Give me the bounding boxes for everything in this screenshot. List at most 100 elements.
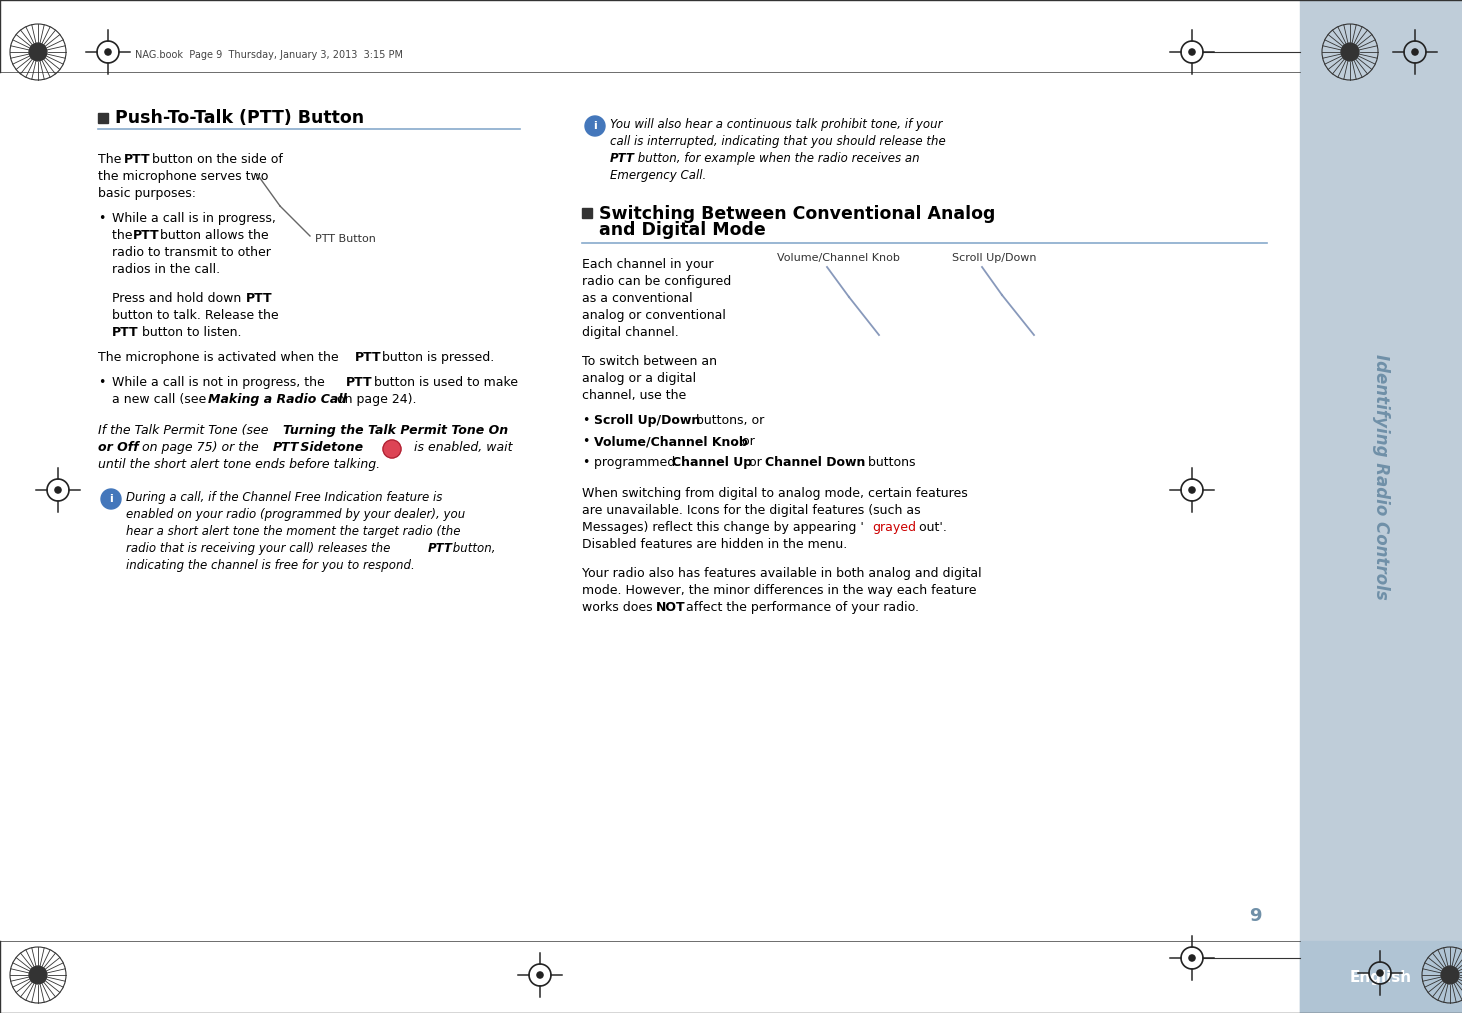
Text: Press and hold down: Press and hold down — [113, 292, 246, 305]
Text: PTT: PTT — [113, 326, 139, 339]
Text: radio to transmit to other: radio to transmit to other — [113, 246, 270, 259]
Text: •: • — [98, 376, 105, 389]
Text: works does: works does — [582, 601, 656, 614]
Text: indicating the channel is free for you to respond.: indicating the channel is free for you t… — [126, 559, 415, 572]
Text: PTT: PTT — [355, 350, 382, 364]
Bar — [98, 113, 108, 123]
Text: Volume/Channel Knob: Volume/Channel Knob — [594, 435, 747, 448]
Circle shape — [29, 43, 47, 61]
Text: button on the side of: button on the side of — [148, 153, 282, 166]
Text: analog or a digital: analog or a digital — [582, 372, 696, 385]
Text: While a call is not in progress, the: While a call is not in progress, the — [113, 376, 329, 389]
Text: English: English — [1349, 969, 1412, 985]
Text: button to talk. Release the: button to talk. Release the — [113, 309, 279, 322]
Bar — [582, 208, 592, 218]
Text: PTT: PTT — [246, 292, 272, 305]
Text: Messages) reflect this change by appearing ': Messages) reflect this change by appeari… — [582, 521, 864, 534]
Text: until the short alert tone ends before talking.: until the short alert tone ends before t… — [98, 458, 380, 471]
Text: Disabled features are hidden in the menu.: Disabled features are hidden in the menu… — [582, 538, 848, 551]
Text: call is interrupted, indicating that you should release the: call is interrupted, indicating that you… — [610, 135, 946, 148]
Text: out'.: out'. — [915, 521, 947, 534]
Circle shape — [1412, 49, 1418, 55]
Text: You will also hear a continuous talk prohibit tone, if your: You will also hear a continuous talk pro… — [610, 118, 943, 131]
Text: The: The — [98, 153, 126, 166]
Bar — [1300, 941, 1462, 1013]
Text: , or: , or — [734, 435, 754, 448]
Text: When switching from digital to analog mode, certain features: When switching from digital to analog mo… — [582, 487, 968, 500]
Text: •: • — [582, 414, 589, 427]
Text: The microphone is activated when the: The microphone is activated when the — [98, 350, 342, 364]
Text: PTT: PTT — [124, 153, 151, 166]
Text: buttons: buttons — [864, 456, 915, 469]
Text: Switching Between Conventional Analog: Switching Between Conventional Analog — [599, 205, 996, 223]
Circle shape — [1189, 49, 1194, 55]
Text: Channel Up: Channel Up — [673, 456, 751, 469]
Text: To switch between an: To switch between an — [582, 355, 716, 368]
Text: NAG.book  Page 9  Thursday, January 3, 2013  3:15 PM: NAG.book Page 9 Thursday, January 3, 201… — [135, 50, 404, 60]
Text: the microphone serves two: the microphone serves two — [98, 170, 269, 183]
Text: •: • — [582, 435, 589, 448]
Text: a new call (see: a new call (see — [113, 393, 211, 406]
Text: Your radio also has features available in both analog and digital: Your radio also has features available i… — [582, 567, 981, 580]
Text: mode. However, the minor differences in the way each feature: mode. However, the minor differences in … — [582, 585, 977, 597]
Circle shape — [1442, 966, 1459, 984]
Text: hear a short alert tone the moment the target radio (the: hear a short alert tone the moment the t… — [126, 525, 461, 538]
Circle shape — [29, 966, 47, 984]
Text: i: i — [110, 494, 113, 504]
Text: buttons, or: buttons, or — [692, 414, 765, 427]
Text: grayed: grayed — [871, 521, 917, 534]
Text: button,: button, — [449, 542, 496, 555]
Text: enabled on your radio (programmed by your dealer), you: enabled on your radio (programmed by you… — [126, 508, 465, 521]
Text: is enabled, wait: is enabled, wait — [406, 441, 513, 454]
Text: as a conventional: as a conventional — [582, 292, 693, 305]
Text: button is pressed.: button is pressed. — [379, 350, 494, 364]
Text: are unavailable. Icons for the digital features (such as: are unavailable. Icons for the digital f… — [582, 504, 921, 517]
Text: radios in the call.: radios in the call. — [113, 263, 221, 276]
Text: or Off: or Off — [98, 441, 139, 454]
Text: analog or conventional: analog or conventional — [582, 309, 725, 322]
Text: Sidetone: Sidetone — [295, 441, 363, 454]
Text: button allows the: button allows the — [156, 229, 269, 242]
Text: Each channel in your: Each channel in your — [582, 258, 713, 271]
Text: •: • — [98, 212, 105, 225]
Text: PTT: PTT — [133, 229, 159, 242]
Circle shape — [1377, 969, 1383, 977]
Text: on page 75) or the: on page 75) or the — [137, 441, 263, 454]
Text: affect the performance of your radio.: affect the performance of your radio. — [681, 601, 920, 614]
Text: button to listen.: button to listen. — [137, 326, 241, 339]
Text: or: or — [746, 456, 766, 469]
Text: on page 24).: on page 24). — [333, 393, 417, 406]
Circle shape — [383, 440, 401, 458]
Text: Identifying Radio Controls: Identifying Radio Controls — [1371, 354, 1390, 600]
Text: PTT: PTT — [610, 152, 635, 165]
Text: While a call is in progress,: While a call is in progress, — [113, 212, 276, 225]
Text: and Digital Mode: and Digital Mode — [599, 221, 766, 239]
Text: digital channel.: digital channel. — [582, 326, 678, 339]
Text: the: the — [113, 229, 136, 242]
Text: •: • — [582, 456, 589, 469]
Circle shape — [585, 116, 605, 136]
Text: Emergency Call.: Emergency Call. — [610, 169, 706, 182]
Text: basic purposes:: basic purposes: — [98, 187, 196, 200]
Text: radio can be configured: radio can be configured — [582, 275, 731, 288]
Text: PTT: PTT — [346, 376, 373, 389]
Text: PTT: PTT — [428, 542, 453, 555]
Circle shape — [1341, 43, 1360, 61]
Circle shape — [101, 489, 121, 509]
Text: i: i — [594, 121, 596, 131]
Text: PTT Button: PTT Button — [314, 234, 376, 244]
Text: programmed: programmed — [594, 456, 680, 469]
Bar — [1300, 0, 1462, 1013]
Circle shape — [1189, 955, 1194, 961]
Text: button, for example when the radio receives an: button, for example when the radio recei… — [635, 152, 920, 165]
Circle shape — [537, 971, 542, 979]
Text: During a call, if the Channel Free Indication feature is: During a call, if the Channel Free Indic… — [126, 491, 443, 504]
Text: Scroll Up/Down: Scroll Up/Down — [952, 253, 1037, 263]
Text: 9: 9 — [1249, 907, 1262, 925]
Text: PTT: PTT — [273, 441, 300, 454]
Text: NOT: NOT — [656, 601, 686, 614]
Text: Volume/Channel Knob: Volume/Channel Knob — [776, 253, 901, 263]
Circle shape — [1189, 487, 1194, 493]
Text: radio that is receiving your call) releases the: radio that is receiving your call) relea… — [126, 542, 395, 555]
Text: Making a Radio Call: Making a Radio Call — [208, 393, 346, 406]
